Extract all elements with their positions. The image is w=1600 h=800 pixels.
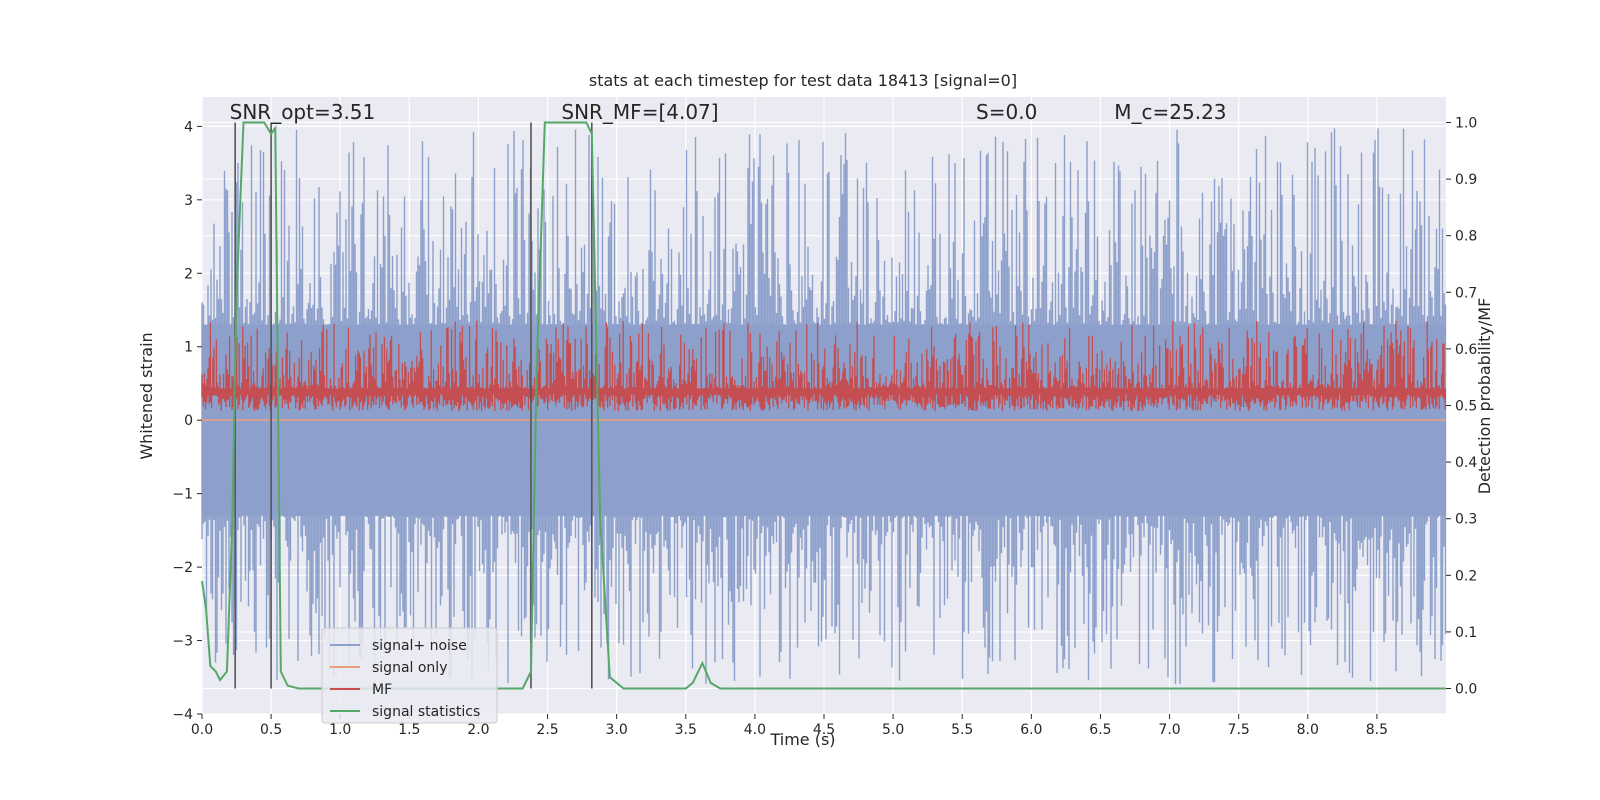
right-tick-label: 0.4 xyxy=(1455,455,1477,471)
x-tick-label: 1.5 xyxy=(398,722,420,738)
legend-entry: signal statistics xyxy=(372,704,480,720)
legend-box xyxy=(321,627,498,724)
x-tick-label: 3.5 xyxy=(675,722,697,738)
left-tick-label: 4 xyxy=(184,119,193,135)
right-tick-label: 0.0 xyxy=(1455,682,1477,698)
left-tick-label: −3 xyxy=(172,634,193,650)
x-tick-label: 2.5 xyxy=(536,722,558,738)
signal-statistics-trace xyxy=(201,121,1446,690)
chart-title: stats at each timestep for test data 184… xyxy=(589,71,1017,90)
left-tick-label: 1 xyxy=(184,340,193,356)
annotation: S=0.0 xyxy=(976,100,1037,124)
right-axis-label: Detection probability/MF xyxy=(1475,298,1494,495)
right-tick-label: 0.5 xyxy=(1455,399,1477,415)
left-tick-label: −2 xyxy=(172,560,193,576)
x-tick-label: 2.0 xyxy=(467,722,489,738)
x-tick-label: 6.5 xyxy=(1089,722,1111,738)
left-axis-ticks: 4 3 2 1 0 −1 −2 −3 −4 xyxy=(172,119,202,723)
x-tick-label: 7.0 xyxy=(1158,722,1180,738)
legend-entry: MF xyxy=(372,682,392,698)
left-tick-label: −4 xyxy=(172,707,193,723)
left-tick-label: 2 xyxy=(184,266,193,282)
x-tick-label: 0.0 xyxy=(191,722,213,738)
right-tick-label: 0.6 xyxy=(1455,342,1477,358)
x-tick-label: 8.0 xyxy=(1297,722,1319,738)
right-tick-label: 0.9 xyxy=(1455,172,1477,188)
x-tick-label: 4.0 xyxy=(744,722,766,738)
legend: signal+ noise signal only MF signal statist… xyxy=(321,627,498,724)
x-tick-label: 4.5 xyxy=(813,722,835,738)
right-tick-label: 0.3 xyxy=(1455,512,1477,528)
right-tick-label: 0.1 xyxy=(1455,625,1477,641)
right-tick-label: 0.7 xyxy=(1455,285,1477,301)
legend-entry: signal+ noise xyxy=(372,638,467,654)
annotation: SNR_MF=[4.07] xyxy=(561,100,718,124)
x-tick-label: 6.0 xyxy=(1020,722,1042,738)
legend-entry: signal only xyxy=(372,660,447,676)
annotation: SNR_opt=3.51 xyxy=(230,100,376,124)
right-axis-ticks: 1.0 0.9 0.8 0.7 0.6 0.5 0.4 0.3 0.2 0.1 0.0 xyxy=(1446,115,1477,698)
x-tick-label: 5.5 xyxy=(951,722,973,738)
mf-trace xyxy=(201,320,1446,412)
x-tick-label: 8.5 xyxy=(1366,722,1388,738)
event-markers xyxy=(234,122,593,689)
x-tick-label: 1.0 xyxy=(329,722,351,738)
left-tick-label: 3 xyxy=(184,193,193,209)
left-axis-label: Whitened strain xyxy=(137,332,156,459)
x-tick-label: 5.0 xyxy=(882,722,904,738)
right-tick-label: 0.8 xyxy=(1455,229,1477,245)
right-tick-label: 0.2 xyxy=(1455,568,1477,584)
series-mf xyxy=(201,320,1446,412)
x-tick-label: 0.5 xyxy=(260,722,282,738)
x-tick-label: 3.0 xyxy=(606,722,628,738)
left-tick-label: 0 xyxy=(184,413,193,429)
x-axis-label: Time (s) xyxy=(769,730,835,749)
right-tick-label: 1.0 xyxy=(1455,115,1477,131)
x-tick-label: 7.5 xyxy=(1228,722,1250,738)
x-axis-ticks: 0.0 0.5 1.0 1.5 2.0 2.5 3.0 3.5 4.0 4.5 5.0 5.5 6.0 6… xyxy=(191,714,1388,738)
left-tick-label: −1 xyxy=(172,487,193,503)
series-signal-statistics xyxy=(201,121,1446,690)
annotations: SNR_opt=3.51 SNR_MF=[4.07] S=0.0 M_c=25.23 xyxy=(230,100,1227,124)
annotation: M_c=25.23 xyxy=(1114,100,1226,124)
